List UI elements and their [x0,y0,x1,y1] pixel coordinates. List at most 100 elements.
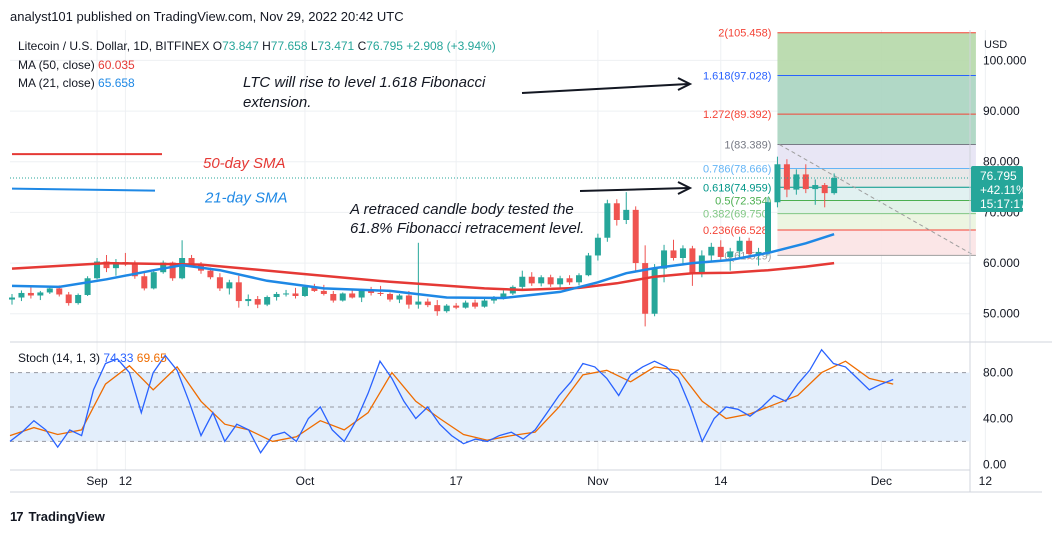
publish-header: analyst101 published on TradingView.com,… [0,0,1052,30]
fib-zone [777,114,976,145]
stoch-tick-label: 80.00 [983,366,1013,380]
annotation-text: LTC will rise to level 1.618 Fibonacci [243,74,486,91]
candle-body [235,282,242,302]
annotation-arrow [521,83,689,94]
candle-body [585,255,592,276]
fib-zone [777,75,976,115]
candle-body [717,246,724,257]
candle-body [84,278,91,295]
ma21-legend-label: 21-day SMA [204,190,288,207]
candle-body [301,286,308,296]
candle-body [112,262,119,269]
symbol-legend-part: H [262,39,271,53]
fib-zone [777,32,976,76]
candle-body [481,300,488,307]
ma-legend-value: 65.658 [98,76,135,90]
time-tick-label: 17 [449,474,463,488]
candle-body [46,288,53,293]
stoch-d-line [9,360,894,443]
time-tick-label: Dec [871,474,892,488]
annotation-text: extension. [243,94,311,111]
price-tick-label: 80.000 [983,155,1020,169]
candle-body [821,185,828,194]
symbol-legend-part: C [358,39,367,53]
candle-body [500,293,507,299]
candle-body [831,177,838,194]
symbol-legend-part: 76.795 [366,39,406,53]
ma50-legend-label: 50-day SMA [203,155,286,172]
footer: 17 TradingView [10,506,105,526]
candle-body [349,293,356,298]
candle-body [708,246,715,256]
candle-body [661,250,668,269]
time-tick-label: Oct [296,474,315,488]
annotation-arrowhead [677,77,693,91]
annotation-text: A retraced candle body tested the [349,201,574,218]
candle-body [490,298,497,301]
candle-body [169,262,176,279]
ma-legend-label: MA (21, close) [18,76,98,90]
fib-zone [777,144,976,169]
candle-body [443,305,450,312]
candle-body [566,278,573,283]
fib-level-label: 0.5(72.354) [715,195,771,207]
candle-body [727,251,734,257]
candle-body [396,295,403,300]
candle-body [424,301,431,306]
candle-body [670,250,677,258]
candle-body [679,248,686,258]
candle-body [339,293,346,301]
candle-body [245,299,252,302]
candle-body [358,290,365,298]
current-price-change: +42.11% [980,183,1027,197]
candle-body [651,268,658,314]
candle-body [65,294,72,304]
time-tick-label: Sep [86,474,108,488]
candle-body [94,261,101,279]
candle-body [292,293,299,296]
candle-body [623,209,630,220]
candle-body [311,286,318,291]
symbol-legend-part: Litecoin / U.S. Dollar, 1D, BITFINEX [18,39,213,53]
candle-body [462,302,469,308]
candle-body [538,277,545,284]
candle-body [755,251,762,254]
symbol-legend-part: 73.847 [222,39,262,53]
candle-body [56,288,63,295]
symbol-legend-part: 77.658 [271,39,311,53]
candle-body [793,174,800,190]
time-tick-label: 14 [714,474,728,488]
candle-body [632,209,639,264]
candle-body [576,275,582,283]
candle-body [368,290,375,293]
tradingview-logo-icon: 17 [10,508,24,524]
candle-body [273,293,280,298]
fib-level-label: 1.272(89.392) [703,109,772,121]
fib-level-label: 0.236(66.528) [703,225,772,237]
fib-trend-line [779,144,975,256]
candle-body [405,295,412,305]
stoch-legend-part: 74.33 [103,351,136,365]
candle-body [207,270,214,278]
candle-body [746,240,753,254]
stoch-legend-part: 69.65 [137,351,167,365]
ma21-legend-segment [11,187,156,192]
fib-level-label: 2(105.458) [718,28,771,40]
candle-body [802,174,809,190]
price-tick-label: 100.000 [983,53,1027,67]
candle-body [387,293,393,300]
time-tick-label: Nov [587,474,608,488]
candle-body [698,255,705,274]
candle-body [642,263,649,314]
symbol-legend: Litecoin / U.S. Dollar, 1D, BITFINEX O73… [18,39,496,53]
candle-body [226,282,233,289]
candle-body [330,293,337,301]
ma-legend-label: MA (50, close) [18,58,98,72]
candle-body [415,301,422,305]
publish-line: analyst101 published on TradingView.com,… [10,9,404,24]
current-price-countdown: 15:17:17 [980,197,1027,211]
symbol-legend-part: L [311,39,318,53]
price-tick-label: 60.000 [983,256,1020,270]
ma-legend: MA (50, close) 60.035 [18,58,135,72]
